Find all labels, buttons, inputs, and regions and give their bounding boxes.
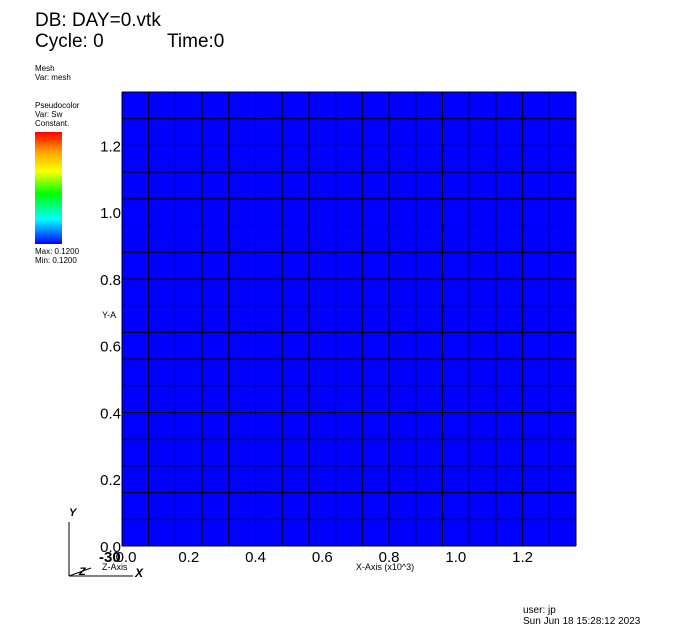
pseudocolor-legend-name: Pseudocolor [35, 101, 80, 110]
mesh-legend-var: Var: mesh [35, 73, 71, 82]
time-label: Time:0 [167, 31, 225, 52]
pseudocolor-legend-var: Var: Sw [35, 110, 63, 119]
triad-z-label: Z [78, 566, 87, 578]
user-name: user: jp [523, 605, 556, 616]
mesh-fill [122, 92, 576, 546]
z-axis-title: Z-Axis [102, 562, 128, 572]
colorbar-range: Max: 0.1200 Min: 0.1200 [35, 247, 79, 265]
cycle-label: Cycle: 0 [35, 31, 104, 52]
y-tick-label: 1.2 [100, 138, 121, 155]
y-tick-label: 0.4 [100, 405, 121, 422]
y-tick-label: 1.0 [100, 205, 121, 222]
x-tick-label: 1.0 [445, 549, 466, 566]
z-tick-label: -30 [99, 549, 121, 566]
colorbar-max: Max: 0.1200 [35, 247, 80, 256]
pseudocolor-legend: Pseudocolor Var: Sw Constant. [35, 101, 79, 128]
y-tick-label: 0.8 [100, 272, 121, 289]
database-title: DB: DAY=0.vtk [35, 10, 161, 31]
render-date: Sun Jun 18 15:28:12 2023 [523, 616, 641, 627]
x-tick-label: 0.6 [312, 549, 333, 566]
mesh-legend-name: Mesh [35, 64, 55, 73]
x-tick-label: 0.8 [379, 549, 400, 566]
colorbar [35, 132, 62, 244]
y-tick-label: 0.0 [100, 539, 121, 556]
pseudocolor-legend-mode: Constant. [35, 119, 70, 128]
mesh-legend: Mesh Var: mesh [35, 64, 71, 82]
x-tick-label: 1.2 [512, 549, 533, 566]
triad-y-label: Y [69, 507, 78, 519]
triad-z-axis [68, 567, 92, 577]
y-axis-title: Y-A [102, 310, 116, 320]
user-info: user: jp Sun Jun 18 15:28:12 2023 [523, 605, 640, 627]
x-tick-label: 0.0 [116, 549, 137, 566]
triad-x-label: X [134, 566, 144, 580]
y-tick-label: 0.2 [100, 472, 121, 489]
y-tick-label: 0.6 [100, 339, 121, 356]
x-tick-label: 0.2 [178, 549, 199, 566]
x-tick-label: 0.4 [245, 549, 266, 566]
colorbar-min: Min: 0.1200 [35, 256, 77, 265]
x-axis-title: X-Axis (x10^3) [356, 562, 414, 572]
